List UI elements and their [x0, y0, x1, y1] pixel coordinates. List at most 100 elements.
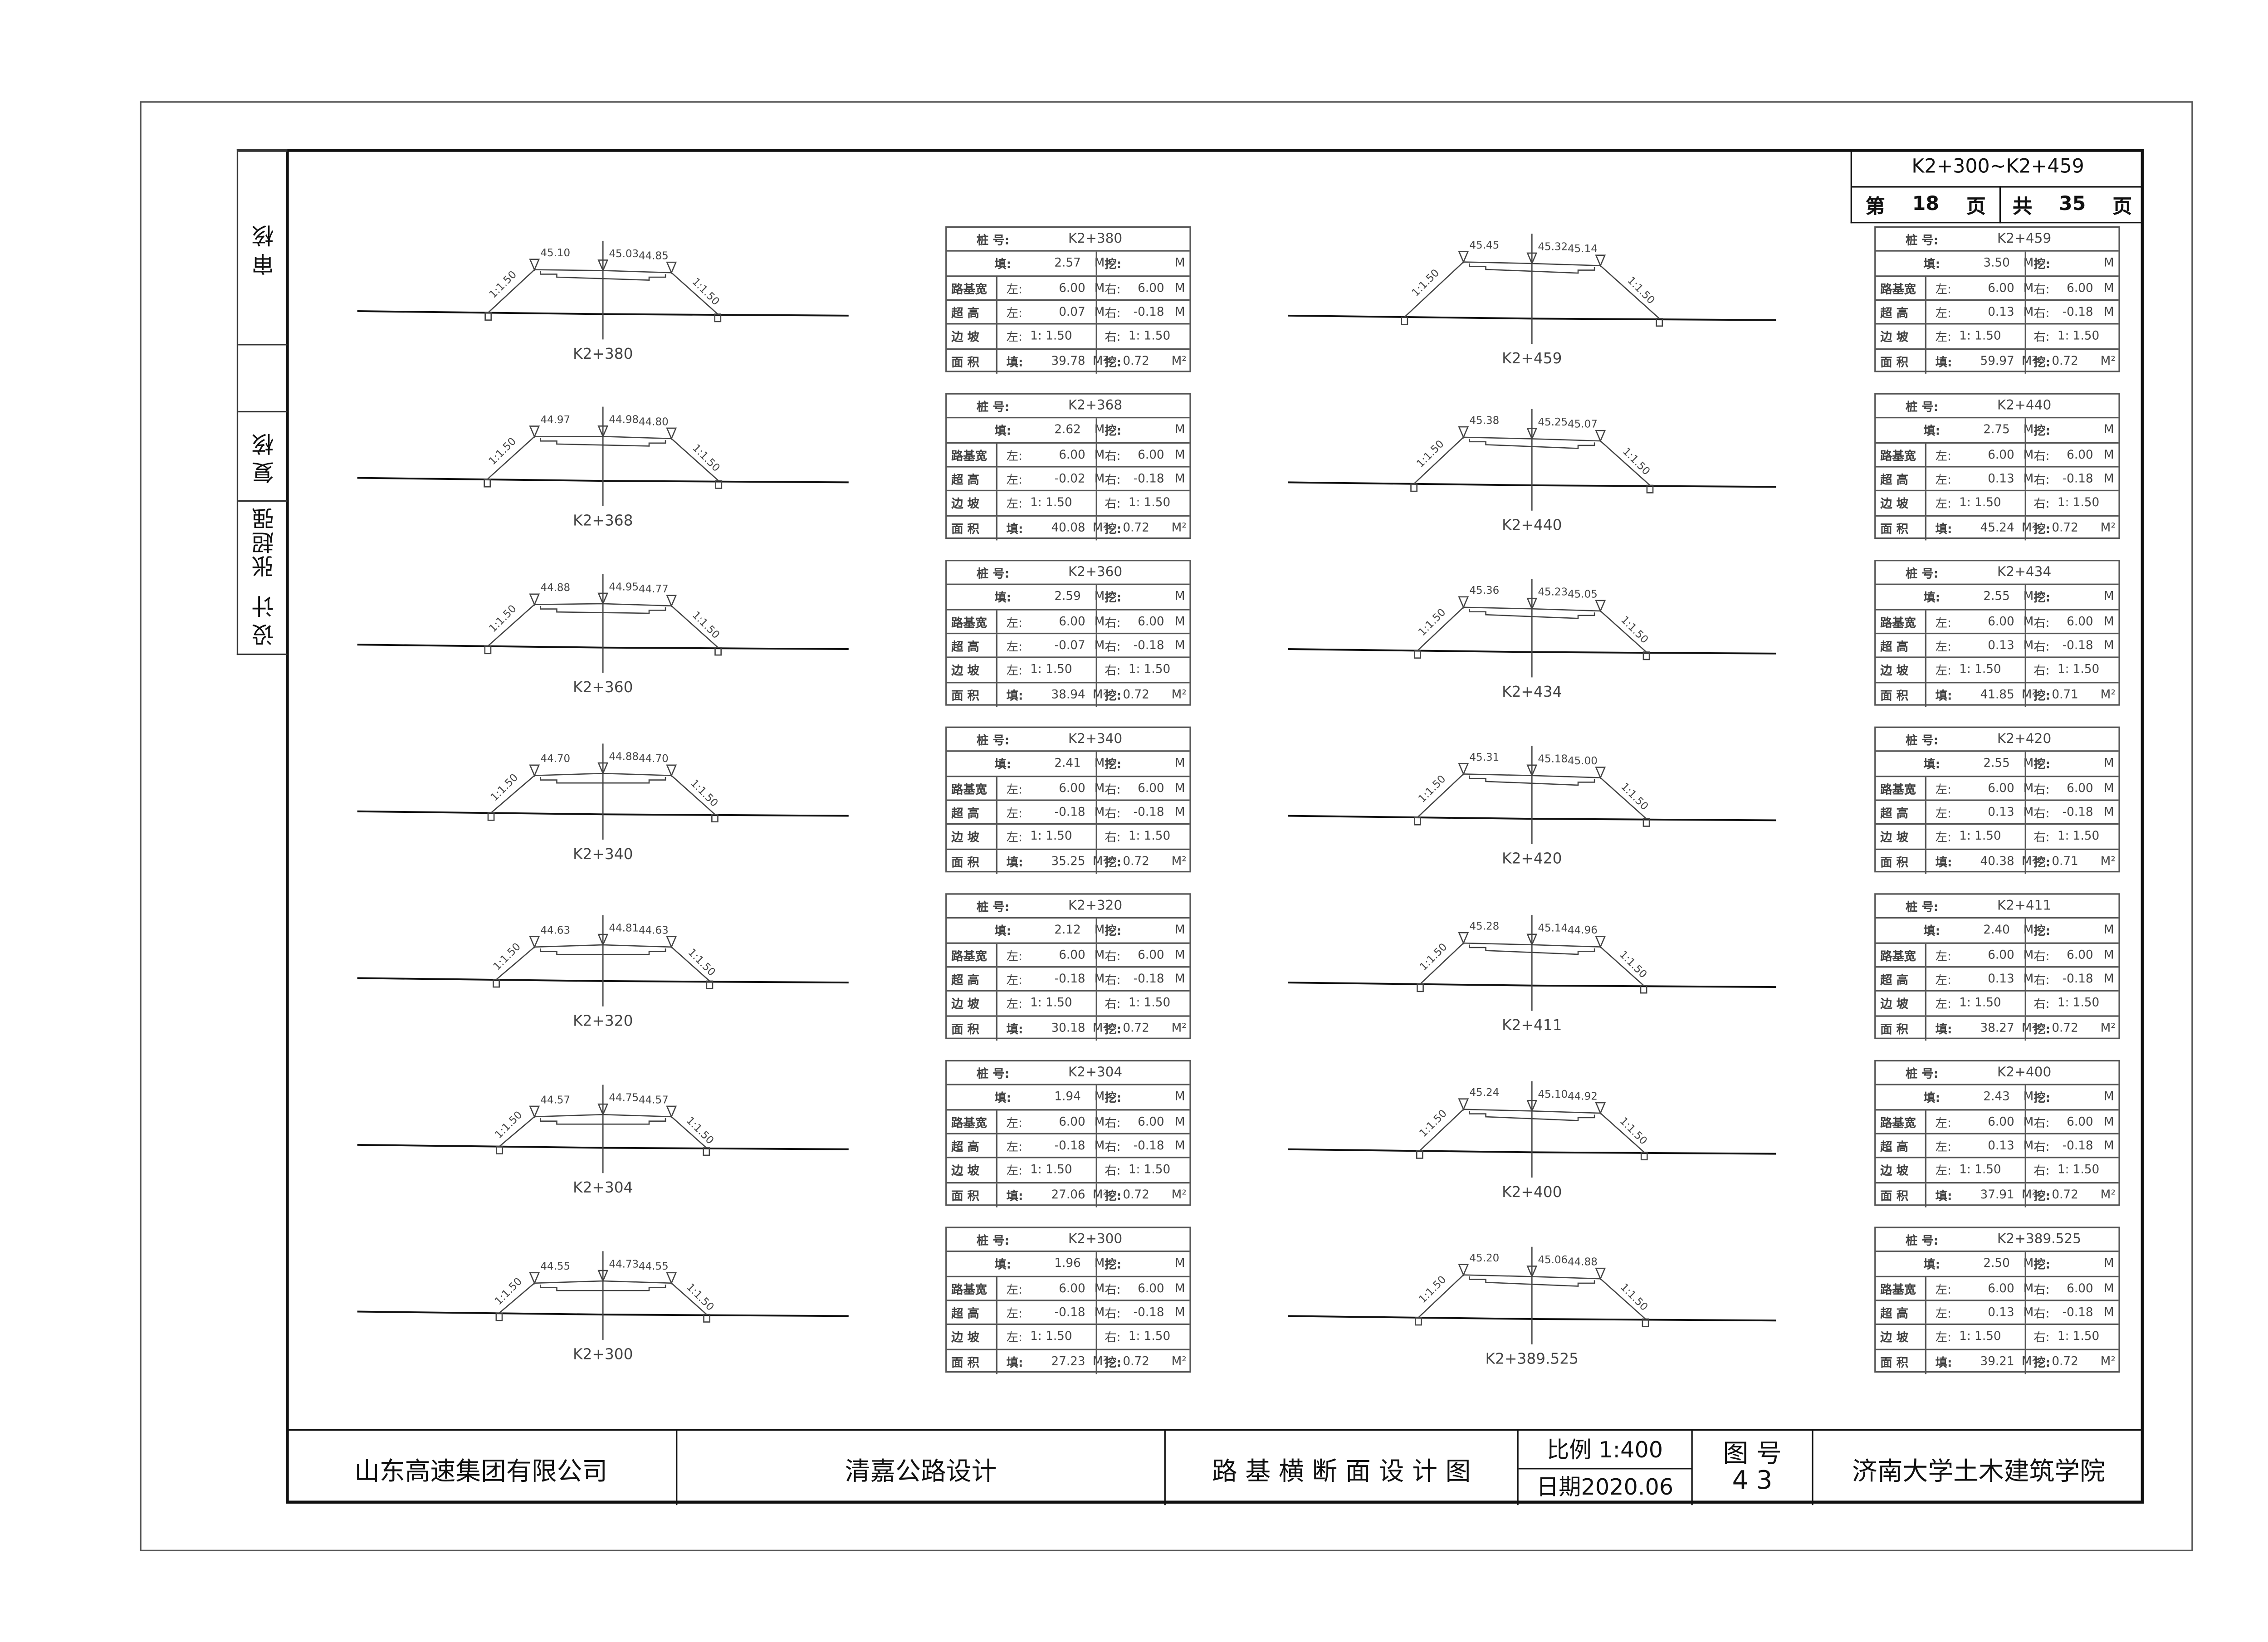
- left-label: 左:: [1935, 1164, 1951, 1178]
- slope-right: 1: 1.50: [1128, 496, 1171, 510]
- superelevation-left: 0.13: [1988, 472, 2014, 485]
- drawing-number-label: 图 号: [1723, 1439, 1782, 1470]
- column-divider: [1925, 1349, 1927, 1374]
- elevation-marker-icon: [666, 427, 677, 440]
- elevation-label: 45.00: [1568, 755, 1598, 767]
- row-label: 面 积: [1880, 689, 1908, 702]
- right-label: 右:: [1105, 640, 1121, 654]
- drawing-frame: [286, 149, 2144, 1504]
- left-label: 左:: [1935, 616, 1951, 630]
- unit: M: [1174, 256, 1185, 270]
- elevation-label: 45.06: [1538, 1254, 1568, 1266]
- column-divider: [1925, 849, 1927, 874]
- cut-label: 挖:: [2033, 355, 2051, 369]
- left-label: 左:: [1006, 616, 1022, 630]
- slope-left: 1: 1.50: [1959, 496, 2001, 510]
- total-value: 35: [2058, 193, 2086, 216]
- column-divider: [1095, 300, 1097, 324]
- elevation-label: 44.80: [639, 416, 669, 428]
- elevation-label: 44.88: [609, 751, 639, 762]
- row-label: 路基宽: [1880, 782, 1916, 796]
- fill-value: 2.43: [1983, 1090, 2010, 1104]
- cut-label: 挖:: [2033, 1258, 2051, 1272]
- column-divider: [2024, 1134, 2026, 1158]
- cut-label: 挖:: [1105, 355, 1122, 369]
- left-label: 左:: [1006, 973, 1022, 987]
- left-label: 左:: [1935, 473, 1951, 487]
- signature-strip: 审核 复核 张超强 设计: [236, 149, 288, 655]
- superelevation-left: 0.13: [1988, 638, 2014, 652]
- station-label: K2+304: [573, 1179, 633, 1196]
- column-divider: [996, 992, 998, 1015]
- elevation-label: 45.20: [1469, 1252, 1499, 1264]
- left-label: 左:: [1935, 664, 1951, 678]
- ditch-marker: [1414, 816, 1421, 826]
- table-row: 边 坡 左: 1: 1.50 右: 1: 1.50: [1876, 825, 2119, 850]
- unit: M: [2103, 256, 2114, 270]
- table-row: 填: 2.55 M 挖: M: [1876, 752, 2119, 777]
- cut-label: 挖:: [1105, 522, 1122, 536]
- superelevation-left: 0.13: [1988, 1305, 2014, 1319]
- fill-value: 2.59: [1054, 590, 1081, 604]
- elevation-marker-icon: [1595, 1267, 1606, 1280]
- elevation-marker-icon: [1526, 252, 1538, 265]
- width-left: 6.00: [1059, 281, 1085, 294]
- column-divider: [1095, 610, 1097, 633]
- table-row: 超 高左: 0.13 M 右: -0.18 M: [1876, 300, 2119, 325]
- ditch-marker: [1640, 1152, 1648, 1161]
- table-row: 超 高左: 0.07 M 右: -0.18 M: [947, 300, 1190, 325]
- column-divider: [2024, 825, 2026, 848]
- station-label: 桩 号:: [1906, 1234, 1939, 1248]
- column-divider: [1095, 443, 1097, 466]
- row-label: 超 高: [1880, 307, 1908, 320]
- elevation-label: 45.45: [1469, 239, 1499, 251]
- station-label: 桩 号:: [977, 900, 1010, 914]
- right-label: 右:: [2033, 640, 2050, 654]
- elevation-label: 45.25: [1538, 416, 1568, 428]
- elevation-marker-icon: [1458, 932, 1469, 945]
- elevation-marker-icon: [1526, 1266, 1538, 1278]
- width-right: 6.00: [2067, 781, 2093, 795]
- ditch-marker: [714, 313, 722, 323]
- fill-value: 2.75: [1983, 423, 2010, 437]
- right-label: 右:: [2033, 331, 2050, 345]
- table-row: 填: 2.43 M 挖: M: [1876, 1085, 2119, 1110]
- review-signature-cell: [238, 344, 288, 411]
- area-cut: 0.72: [1123, 520, 1149, 534]
- column-divider: [2024, 1325, 2026, 1349]
- superelevation-left: 0.07: [1059, 305, 1085, 319]
- table-row: 边 坡 左: 1: 1.50 右: 1: 1.50: [1876, 1158, 2119, 1183]
- unit: M: [2023, 1305, 2034, 1319]
- page-number: 第 18 页: [1852, 186, 2001, 224]
- column-divider: [996, 849, 998, 874]
- fill-label: 填:: [1923, 925, 1941, 938]
- superelevation-right: -0.18: [1133, 972, 1164, 986]
- column-divider: [1095, 1085, 1097, 1109]
- unit: M: [2023, 972, 2034, 986]
- table-row: 填: 1.94 M 挖: M: [947, 1085, 1190, 1110]
- elevation-marker-icon: [1526, 764, 1538, 777]
- area-cut: 0.72: [1123, 353, 1149, 367]
- unit: M²: [1092, 1354, 1108, 1368]
- superelevation-right: -0.18: [2062, 638, 2093, 652]
- column-divider: [1925, 443, 1927, 466]
- row-label: 面 积: [1880, 355, 1908, 369]
- table-row: 填: 2.40 M 挖: M: [1876, 919, 2119, 943]
- elevation-label: 45.28: [1469, 921, 1499, 933]
- ditch-marker: [484, 645, 492, 655]
- left-label: 左:: [1006, 998, 1022, 1012]
- area-cut: 0.72: [2052, 1354, 2078, 1368]
- cut-label: 挖:: [2033, 522, 2051, 536]
- row-label: 面 积: [951, 1189, 979, 1202]
- row-label: 路基宽: [1880, 949, 1916, 963]
- unit: M: [2023, 1139, 2034, 1153]
- right-label: 右:: [2033, 1283, 2050, 1296]
- superelevation-left: 0.13: [1988, 805, 2014, 819]
- row-label: 面 积: [951, 855, 979, 869]
- table-row: 面 积填: 30.18 M² 挖: 0.72 M²: [947, 1016, 1189, 1041]
- section-data-table: 桩 号: K2+340 填: 2.41 M 挖: M 路基宽 左: 6.00 M 右: 6.00 M 超 高…: [945, 726, 1191, 874]
- table-row: 超 高左: -0.18 M 右: -0.18 M: [947, 1301, 1190, 1326]
- fill-label: 填:: [1935, 689, 1952, 702]
- station-label: 桩 号:: [1906, 1067, 1939, 1081]
- column-divider: [2024, 300, 2026, 324]
